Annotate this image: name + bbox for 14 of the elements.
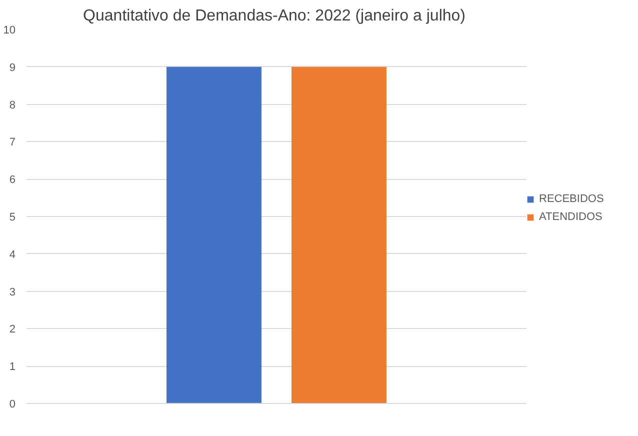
y-tick-label: 4 bbox=[9, 248, 16, 261]
y-tick-label: 9 bbox=[9, 62, 16, 74]
y-tick-label: 1 bbox=[9, 361, 16, 374]
y-tick-label: 8 bbox=[9, 99, 16, 112]
y-tick-label: 6 bbox=[9, 174, 16, 186]
y-tick-label: 7 bbox=[9, 136, 16, 149]
y-tick-label: 2 bbox=[9, 324, 16, 336]
chart-title: Quantitativo de Demandas-Ano: 2022 (janeiro a julho) bbox=[83, 8, 466, 24]
legend-label: ATENDIDOS bbox=[539, 211, 602, 223]
y-tick-label: 3 bbox=[9, 286, 16, 298]
y-tick-label: 10 bbox=[3, 24, 16, 36]
legend-label: RECEBIDOS bbox=[539, 193, 604, 205]
y-tick-label: 0 bbox=[9, 398, 16, 410]
y-tick-label: 5 bbox=[9, 212, 16, 224]
